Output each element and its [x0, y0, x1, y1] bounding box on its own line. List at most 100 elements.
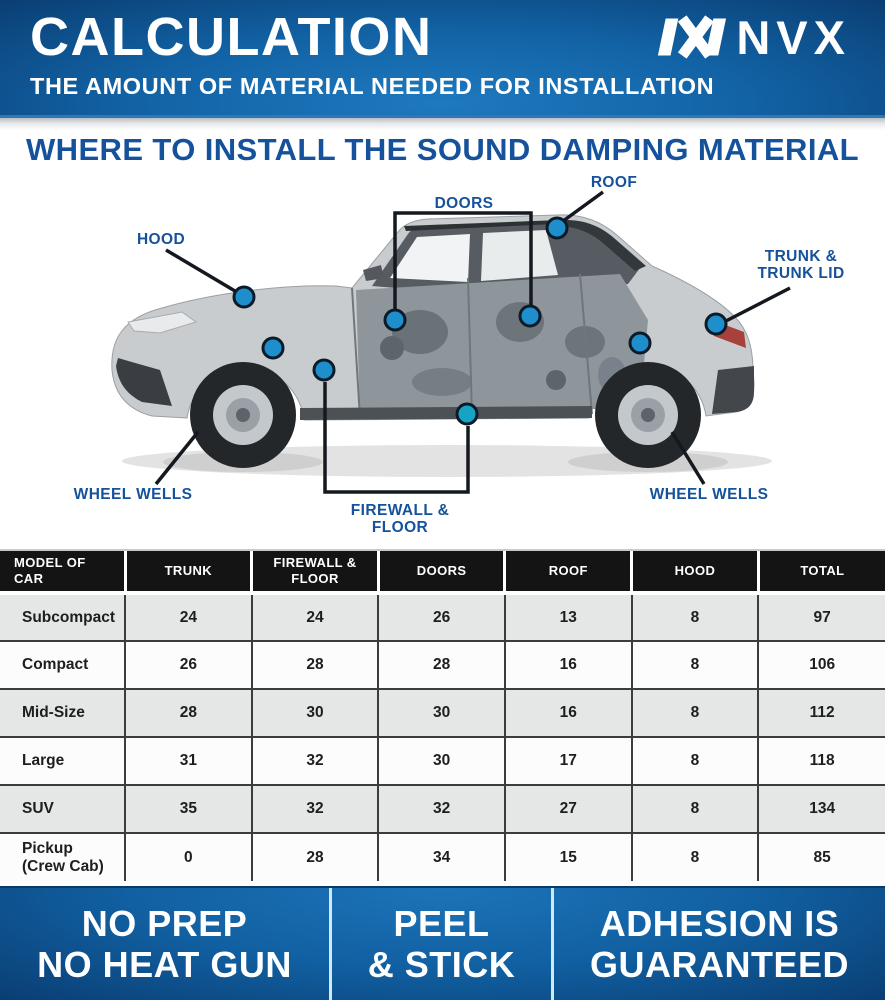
row-model: SUV [0, 784, 126, 834]
table-row: Compact 26 28 28 16 8 106 [0, 640, 885, 690]
cell-firewall-floor: 30 [250, 688, 380, 738]
cell-hood: 8 [630, 593, 760, 642]
firewall-marker-dot [312, 358, 336, 382]
cell-hood: 8 [630, 688, 760, 738]
row-model: Subcompact [0, 593, 126, 642]
cell-total: 112 [757, 688, 885, 738]
footer-item-adhesion: ADHESION IS GUARANTEED [589, 902, 849, 985]
rear-wheel-well-marker-dot [628, 331, 652, 355]
cell-hood: 8 [630, 736, 760, 786]
col-header-firewall-floor: FIREWALL & FLOOR [251, 551, 380, 595]
cell-firewall-floor: 24 [250, 593, 380, 642]
cell-doors: 26 [377, 593, 506, 642]
nvx-logo-icon [658, 15, 727, 59]
cell-trunk: 0 [124, 832, 253, 881]
wheel-wells-right-leader-line [670, 431, 706, 485]
footer-divider [329, 888, 332, 1000]
table-row: Large 31 32 30 17 8 118 [0, 736, 885, 786]
label-roof: ROOF [590, 174, 638, 191]
cell-doors: 30 [377, 688, 506, 738]
row-model: Pickup (Crew Cab) [0, 832, 126, 881]
hood-leader-line [165, 248, 241, 296]
doors-leader-bracket [393, 211, 533, 310]
table-header-row: MODEL OF CAR TRUNK FIREWALL & FLOOR DOOR… [0, 551, 885, 595]
nvx-logo: NVX [654, 14, 851, 61]
label-firewall-floor: FIREWALL & FLOOR [350, 502, 450, 537]
roof-marker-dot [545, 216, 569, 240]
cell-doors: 30 [377, 736, 506, 786]
header-shadow-edge [0, 118, 885, 130]
table-row: Subcompact 24 24 26 13 8 97 [0, 593, 885, 642]
firewall-floor-leader-bracket [323, 382, 470, 494]
footer-divider [551, 888, 554, 1000]
floor-marker-dot [455, 402, 479, 426]
cell-trunk: 28 [124, 688, 253, 738]
wheel-wells-left-leader-line [154, 430, 200, 486]
cell-trunk: 26 [124, 640, 253, 690]
cell-hood: 8 [630, 640, 760, 690]
col-header-roof: ROOF [504, 551, 634, 595]
car-body [111, 214, 755, 421]
cell-firewall-floor: 28 [250, 640, 380, 690]
cell-firewall-floor: 32 [250, 736, 380, 786]
leader-lines [154, 190, 791, 494]
cell-hood: 8 [630, 784, 760, 834]
col-header-trunk: TRUNK [125, 551, 254, 595]
front-wheel [190, 362, 296, 468]
label-wheel-wells-left: WHEEL WELLS [73, 486, 193, 503]
cell-roof: 13 [503, 593, 633, 642]
car-diagram: HOOD DOORS ROOF TRUNK & TRUNK LID WHEEL … [0, 170, 885, 549]
col-header-total: TOTAL [758, 551, 885, 595]
trunk-leader-line [723, 286, 791, 324]
hood-marker-dot [232, 285, 256, 309]
col-header-model: MODEL OF CAR [0, 551, 127, 595]
label-trunk: TRUNK & TRUNK LID [757, 248, 845, 283]
car-illustration [111, 190, 791, 494]
row-model: Mid-Size [0, 688, 126, 738]
diagram-heading: WHERE TO INSTALL THE SOUND DAMPING MATER… [26, 132, 859, 167]
cell-trunk: 31 [124, 736, 253, 786]
cell-total: 106 [757, 640, 885, 690]
cell-total: 97 [757, 593, 885, 642]
cell-total: 118 [757, 736, 885, 786]
cell-firewall-floor: 32 [250, 784, 380, 834]
cell-doors: 32 [377, 784, 506, 834]
col-header-doors: DOORS [378, 551, 507, 595]
cell-firewall-floor: 28 [250, 832, 380, 881]
front-grille [116, 358, 172, 406]
col-header-hood: HOOD [631, 551, 760, 595]
diagram-heading-row: WHERE TO INSTALL THE SOUND DAMPING MATER… [0, 130, 885, 170]
rear-bumper [712, 366, 754, 414]
cell-roof: 15 [503, 832, 633, 881]
side-mirror [363, 265, 384, 281]
material-table-section: MODEL OF CAR TRUNK FIREWALL & FLOOR DOOR… [0, 549, 885, 886]
label-doors: DOORS [434, 195, 494, 212]
cell-roof: 16 [503, 688, 633, 738]
footer-item-no-prep: NO PREP NO HEAT GUN [37, 902, 292, 985]
trunk-marker-dot [704, 312, 728, 336]
front-wheel-well-marker-dot [261, 336, 285, 360]
row-model: Compact [0, 640, 126, 690]
header-top-row: CALCULATION NVX [30, 0, 855, 64]
headlight [127, 311, 198, 334]
cell-doors: 34 [377, 832, 506, 881]
material-table: MODEL OF CAR TRUNK FIREWALL & FLOOR DOOR… [0, 551, 885, 881]
header-subtitle: THE AMOUNT OF MATERIAL NEEDED FOR INSTAL… [30, 73, 715, 99]
cell-roof: 27 [503, 784, 633, 834]
nvx-brand-text: NVX [736, 10, 851, 64]
cell-roof: 16 [503, 640, 633, 690]
rear-wheel [595, 362, 701, 468]
front-door-marker-dot [383, 308, 407, 332]
cell-hood: 8 [630, 832, 760, 881]
table-row: Pickup (Crew Cab) 0 28 34 15 8 85 [0, 832, 885, 881]
label-wheel-wells-right: WHEEL WELLS [649, 486, 769, 503]
footer-item-peel-stick: PEEL & STICK [367, 902, 516, 985]
row-model: Large [0, 736, 126, 786]
cell-total: 85 [757, 832, 885, 881]
marker-dots [232, 216, 728, 426]
footer-banner: NO PREP NO HEAT GUN PEEL & STICK ADHESIO… [0, 886, 885, 1000]
label-hood: HOOD [136, 231, 186, 248]
cell-trunk: 35 [124, 784, 253, 834]
cell-roof: 17 [503, 736, 633, 786]
cell-doors: 28 [377, 640, 506, 690]
